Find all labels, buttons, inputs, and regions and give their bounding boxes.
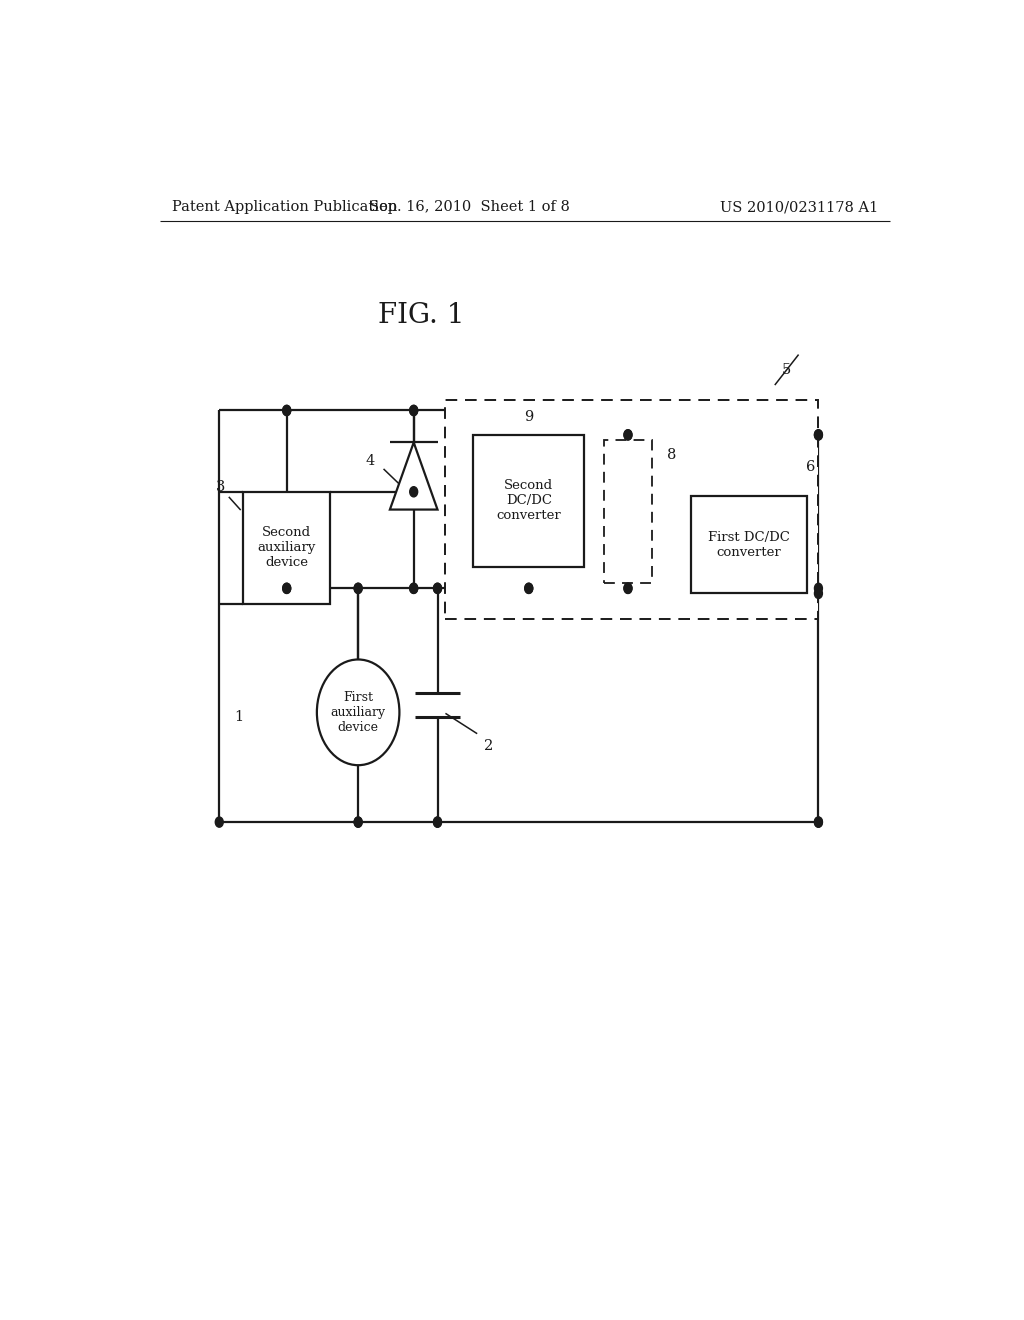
Text: 5: 5 [782,363,792,376]
Circle shape [624,583,632,594]
Circle shape [814,817,822,828]
Text: 6: 6 [806,461,815,474]
Circle shape [525,583,532,594]
Text: Second
DC/DC
converter: Second DC/DC converter [497,479,561,523]
Text: 1: 1 [234,710,244,725]
Circle shape [624,430,632,440]
Circle shape [354,817,362,828]
Circle shape [283,583,291,594]
Text: 3: 3 [216,479,225,494]
Text: Second
auxiliary
device: Second auxiliary device [257,527,316,569]
Circle shape [316,660,399,766]
Circle shape [814,430,822,440]
Circle shape [354,817,362,828]
Circle shape [354,583,362,594]
Bar [691,496,807,594]
Bar [243,492,331,603]
Text: Patent Application Publication: Patent Application Publication [172,201,397,214]
Circle shape [624,583,632,594]
Circle shape [410,405,418,416]
Circle shape [624,430,632,440]
Polygon shape [390,442,437,510]
Circle shape [410,583,418,594]
Text: Sep. 16, 2010  Sheet 1 of 8: Sep. 16, 2010 Sheet 1 of 8 [369,201,569,214]
Circle shape [433,583,441,594]
Circle shape [283,405,291,416]
Circle shape [433,817,441,828]
Circle shape [525,583,532,594]
Text: 4: 4 [366,454,375,467]
Bar [445,400,818,619]
Text: First DC/DC
converter: First DC/DC converter [708,531,790,558]
Circle shape [354,583,362,594]
Text: US 2010/0231178 A1: US 2010/0231178 A1 [720,201,878,214]
Circle shape [814,430,822,440]
Text: First
auxiliary
device: First auxiliary device [331,690,386,734]
Text: 2: 2 [484,739,494,752]
Text: FIG. 1: FIG. 1 [379,302,465,330]
Circle shape [215,817,223,828]
Bar [473,434,585,568]
Circle shape [433,583,441,594]
Circle shape [814,817,822,828]
Text: 8: 8 [667,449,676,462]
Text: 9: 9 [524,409,534,424]
Circle shape [433,817,441,828]
Circle shape [814,589,822,598]
Circle shape [814,583,822,594]
Circle shape [410,487,418,496]
Circle shape [410,405,418,416]
Bar [604,440,652,583]
Circle shape [283,405,291,416]
Circle shape [283,583,291,594]
Circle shape [410,583,418,594]
